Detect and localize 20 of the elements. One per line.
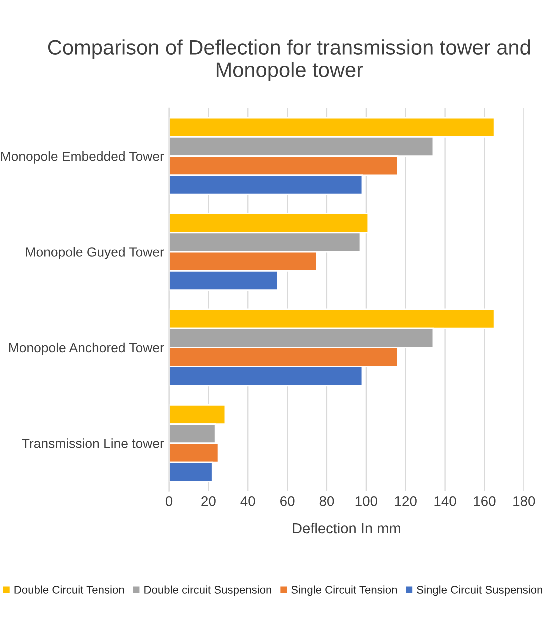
x-tick-label: 80 xyxy=(320,496,334,506)
x-tick-label: 100 xyxy=(356,496,378,506)
x-tick-label: 60 xyxy=(280,496,295,506)
x-tick-label: 140 xyxy=(434,496,456,506)
y-tick-label: Transmission Line tower xyxy=(22,438,164,448)
x-axis-title: Deflection In mm xyxy=(293,522,400,534)
x-tick-label: 160 xyxy=(474,496,496,506)
legend-label: Double Circuit Tension xyxy=(14,586,124,594)
x-tick-label: 20 xyxy=(202,496,216,506)
legend-label: Single Circuit Suspension xyxy=(417,586,543,596)
legend-label: Double circuit Suspension xyxy=(144,586,272,596)
y-tick-label: Monopole Embedded Tower xyxy=(1,152,164,164)
y-tick-label: Monopole Guyed Tower xyxy=(26,247,164,260)
x-tick-label: 0 xyxy=(166,496,173,506)
x-tick-label: 180 xyxy=(514,496,536,506)
chart-title: Comparison of Deflection for transmission tower and Monopole tower xyxy=(48,40,530,82)
y-tick-label: Monopole Anchored Tower xyxy=(9,342,164,356)
legend-label: Single Circuit Tension xyxy=(292,586,398,596)
x-tick-label: 40 xyxy=(240,496,256,506)
x-tick-label: 120 xyxy=(395,496,417,506)
